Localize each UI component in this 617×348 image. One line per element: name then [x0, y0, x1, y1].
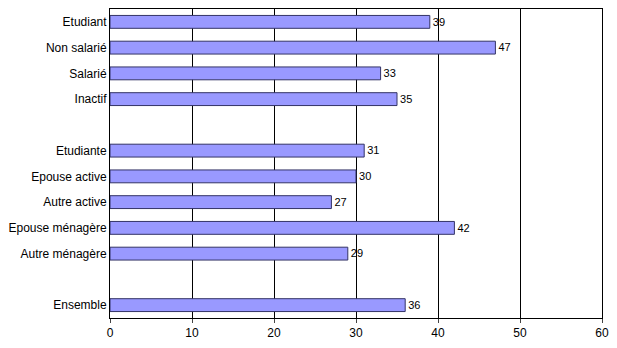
svg-text:29: 29	[351, 247, 363, 259]
svg-text:39: 39	[433, 16, 445, 28]
svg-text:30: 30	[349, 326, 363, 340]
svg-text:0: 0	[107, 326, 114, 340]
svg-text:10: 10	[185, 326, 199, 340]
svg-text:60: 60	[595, 326, 609, 340]
svg-text:35: 35	[400, 93, 412, 105]
svg-text:31: 31	[367, 144, 379, 156]
svg-text:Autre ménagère: Autre ménagère	[21, 247, 107, 261]
svg-text:30: 30	[359, 170, 371, 182]
svg-text:Ensemble: Ensemble	[53, 298, 107, 312]
svg-text:20: 20	[267, 326, 281, 340]
svg-text:Non salarié: Non salarié	[46, 41, 107, 55]
svg-text:36: 36	[408, 299, 420, 311]
svg-text:Inactif: Inactif	[75, 92, 108, 106]
svg-text:Etudiante: Etudiante	[56, 144, 107, 158]
svg-text:Epouse ménagère: Epouse ménagère	[9, 221, 107, 235]
svg-text:Autre active: Autre active	[43, 195, 107, 209]
svg-text:42: 42	[457, 222, 469, 234]
svg-text:Etudiant: Etudiant	[63, 15, 108, 29]
svg-text:Salarié: Salarié	[69, 67, 107, 81]
svg-text:27: 27	[334, 196, 346, 208]
svg-text:Epouse active: Epouse active	[31, 170, 107, 184]
svg-text:50: 50	[513, 326, 527, 340]
svg-text:33: 33	[384, 67, 396, 79]
svg-text:47: 47	[498, 41, 510, 53]
svg-text:40: 40	[431, 326, 445, 340]
